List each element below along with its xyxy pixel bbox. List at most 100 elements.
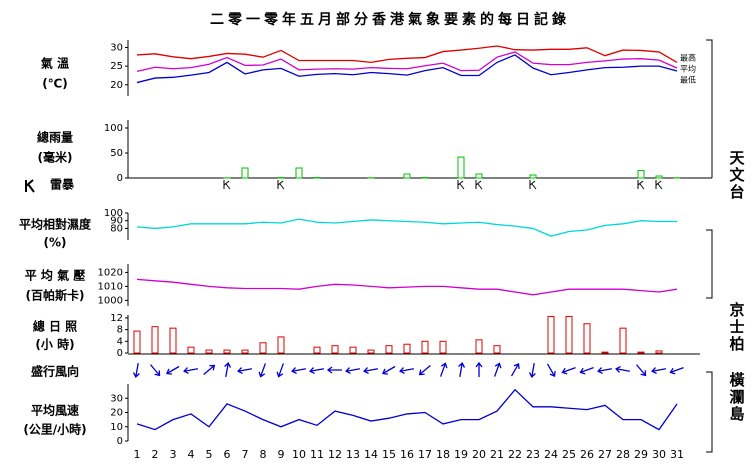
wind-arrow	[669, 366, 684, 375]
bar	[223, 349, 231, 354]
y-tick-label: 30	[110, 42, 123, 53]
thunder-mark	[277, 180, 285, 190]
bar	[241, 167, 249, 179]
y-tick-label: 100	[104, 208, 123, 219]
bar	[295, 167, 303, 179]
x-tick-label: 14	[364, 448, 378, 461]
y-tick-label: 8	[117, 325, 123, 336]
x-tick-label: 4	[188, 448, 195, 461]
bar	[313, 177, 321, 179]
x-tick-label: 25	[562, 448, 576, 461]
wind-arrow	[493, 362, 502, 377]
wind-arrow	[363, 367, 379, 375]
y-tick-label: 1000	[98, 295, 123, 306]
data-line	[136, 388, 678, 431]
wind-arrow	[399, 367, 415, 375]
bar	[583, 323, 591, 354]
y-tick-label: 90	[110, 216, 123, 227]
panel-label: 盛行風向	[31, 364, 79, 379]
bar	[259, 342, 267, 354]
panel-label: 雷暴	[50, 178, 75, 192]
bar	[241, 349, 249, 354]
x-tick-label: 26	[580, 448, 594, 461]
x-tick-label: 22	[508, 448, 522, 461]
data-line	[136, 51, 678, 72]
panel-label: (百帕斯卡)	[26, 288, 85, 303]
bar	[277, 336, 285, 354]
station-label: 橫瀾島	[728, 371, 746, 423]
bar	[349, 346, 357, 354]
bar	[313, 346, 321, 354]
station-label: 天文台	[728, 150, 746, 201]
wind-arrow	[579, 366, 594, 375]
panel-label: 平 均 氣 壓	[25, 268, 86, 283]
y-tick-label: 0	[117, 348, 123, 359]
y-tick-label: 0	[117, 436, 123, 447]
bar	[529, 174, 537, 179]
x-tick-label: 16	[400, 448, 414, 461]
wind-arrow	[258, 363, 267, 378]
data-line	[136, 54, 678, 84]
x-tick-label: 15	[382, 448, 396, 461]
wind-arrow	[475, 361, 483, 377]
x-tick-label: 19	[454, 448, 468, 461]
bar	[205, 349, 213, 354]
x-tick-label: 23	[526, 448, 540, 461]
wind-arrow	[326, 366, 342, 374]
wind-arrow	[291, 367, 307, 375]
x-tick-label: 1	[134, 448, 141, 461]
thunder-icon	[25, 179, 35, 193]
wind-arrow	[237, 367, 253, 375]
x-tick-label: 10	[292, 448, 306, 461]
x-tick-label: 21	[490, 448, 504, 461]
wind-arrow	[309, 367, 325, 375]
station-label: 京士柏	[728, 301, 746, 353]
wind-arrow	[636, 364, 647, 377]
wind-arrow	[203, 364, 216, 375]
thunder-mark	[457, 180, 465, 190]
panel-label: 總雨量	[37, 130, 73, 145]
wind-arrow	[561, 366, 576, 375]
thunder-mark	[637, 180, 645, 190]
bar	[187, 346, 195, 354]
wind-arrow	[345, 367, 361, 375]
wind-arrow	[546, 363, 556, 378]
wind-arrow	[381, 365, 396, 375]
wind-arrow	[418, 365, 431, 376]
panel-label: (公里/小時)	[23, 422, 86, 437]
x-tick-label: 27	[598, 448, 612, 461]
bar	[565, 315, 573, 354]
x-tick-label: 5	[206, 448, 213, 461]
legend-label: 平均	[680, 64, 696, 74]
bar	[385, 345, 393, 354]
bar	[457, 156, 465, 179]
x-tick-label: 20	[472, 448, 486, 461]
thunder-mark	[655, 180, 663, 190]
wind-arrow	[458, 362, 466, 378]
y-tick-label: 20	[110, 408, 123, 419]
bar	[169, 327, 177, 354]
y-tick-label: 80	[110, 223, 123, 234]
legend-label: 最低	[680, 75, 696, 85]
bar	[439, 340, 447, 354]
x-tick-label: 11	[310, 448, 324, 461]
bar	[493, 345, 501, 354]
y-tick-label: 50	[110, 148, 123, 159]
data-line	[136, 45, 678, 64]
wind-arrow	[224, 362, 232, 378]
wind-arrow	[528, 362, 536, 378]
x-tick-label: 24	[544, 448, 558, 461]
wind-arrow	[615, 365, 631, 373]
bar	[655, 350, 663, 354]
bar	[277, 177, 285, 179]
station-brackets	[700, 39, 713, 453]
thunder-mark	[475, 180, 483, 190]
x-tick-label: 29	[634, 448, 648, 461]
wind-arrow	[132, 362, 140, 378]
y-tick-label: 30	[110, 393, 123, 404]
x-tick-label: 12	[328, 448, 342, 461]
x-tick-label: 28	[616, 448, 630, 461]
wind-arrow	[183, 367, 199, 375]
bar	[475, 339, 483, 354]
